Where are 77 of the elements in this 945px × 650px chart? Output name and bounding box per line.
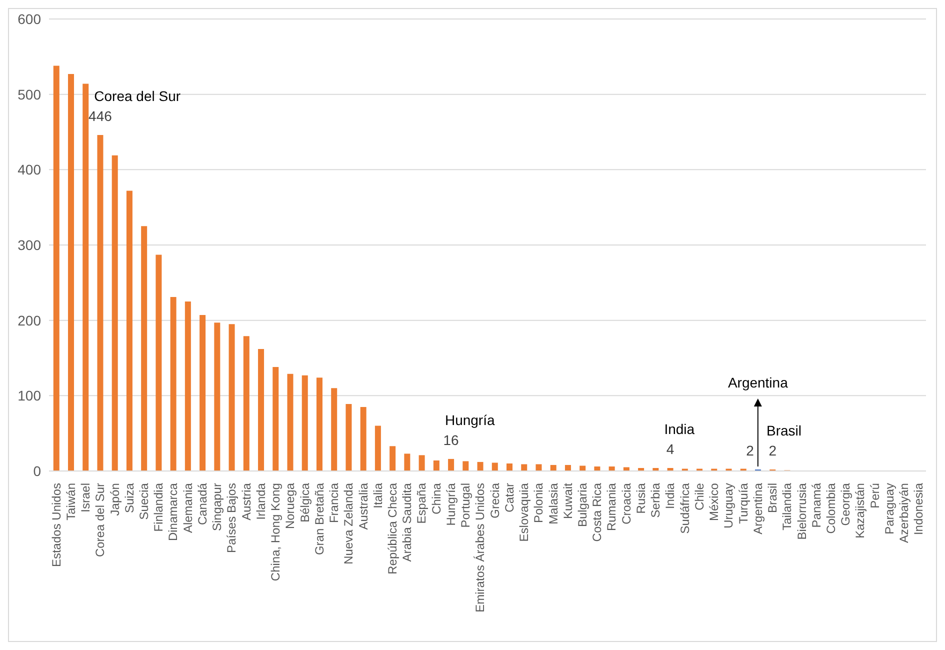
x-tick-label: Taiwán [64, 483, 78, 520]
x-tick-label: Grecia [488, 482, 502, 518]
x-tick-label: Corea del Sur [93, 483, 108, 558]
x-tick-label: Japón [108, 483, 122, 516]
x-tick-label: Eslovaquia [517, 482, 532, 542]
x-tick-label: Alemania [180, 482, 195, 534]
annotation: Brasil [766, 422, 802, 438]
x-tick-label: Bielorrusia [794, 482, 809, 540]
x-tick-label: Azerbaiyán [897, 483, 912, 544]
x-tick-label: Indonesia [912, 482, 926, 536]
x-tick-label: Noruega [283, 482, 298, 530]
data-label: 4 [666, 440, 674, 457]
annotation: Hungría [444, 412, 495, 428]
x-tick-label: Arabia Saudita [400, 482, 414, 562]
x-tick-label: Paraguay [882, 483, 896, 534]
data-label: 2 [746, 442, 754, 458]
x-tick-label: Bulgaria [576, 482, 590, 528]
x-tick-label: Portugal [458, 483, 473, 528]
annotation: Corea del Sur [94, 88, 181, 104]
annotation: Argentina [728, 374, 788, 390]
x-tick-label: Malasia [546, 482, 560, 524]
x-tick-label: Suecia [137, 482, 152, 520]
x-tick-label: Irlanda [254, 482, 268, 520]
x-tick-label: Austria [239, 482, 254, 520]
x-tick-label: Chile [692, 482, 706, 510]
x-tick-label: Rumania [604, 482, 619, 532]
x-tick-label: Dinamarca [166, 482, 180, 542]
x-tick-label: Polonia [532, 482, 546, 524]
x-tick-label: Italia [370, 482, 385, 508]
x-tick-label: Argentina [750, 482, 765, 534]
y-tick-label: 200 [18, 312, 42, 328]
data-label: 2 [768, 442, 777, 458]
x-tick-label: Gran Bretaña [312, 482, 326, 556]
x-tick-label: Hungría [444, 482, 458, 526]
x-tick-label: Serbia [648, 482, 663, 518]
x-tick-label: Nueva Zelanda [342, 482, 356, 564]
x-tick-label: Canadá [195, 482, 210, 526]
x-tick-label: China [429, 482, 444, 514]
x-tick-label: Finlandia [152, 482, 166, 532]
x-tick-label: Israel [78, 483, 93, 512]
y-tick-label: 0 [33, 462, 42, 479]
x-tick-label: Colombia [824, 482, 838, 534]
x-tick-label: Turquía [736, 482, 750, 524]
y-tick-label: 300 [18, 236, 42, 253]
y-tick-label: 400 [18, 162, 42, 178]
x-tick-label: Rusia [634, 482, 648, 514]
x-tick-label: Sudáfrica [678, 482, 692, 534]
x-tick-label: Croacia [619, 482, 634, 524]
x-tick-label: Kazajistán [853, 483, 868, 538]
x-tick-label: India [663, 482, 678, 510]
x-tick-label: Costa Rica [590, 482, 604, 542]
x-tick-label: Catar [502, 482, 516, 512]
y-tick-label: 500 [18, 86, 42, 102]
x-tick-label: Brasil [766, 483, 780, 514]
x-tick-label: Tailandia [780, 482, 794, 530]
x-tick-label: China, Hong Kong [268, 483, 283, 582]
x-tick-label: Emiratos Árabes Unidos [473, 483, 488, 612]
x-tick-label: Francia [327, 482, 342, 524]
x-tick-label: Países Bajos [224, 483, 239, 554]
x-tick-label: Singapur [210, 483, 224, 532]
x-tick-label: Perú [868, 483, 882, 508]
x-tick-label: Georgia [838, 482, 853, 526]
x-tick-label: Panamá [809, 482, 824, 528]
x-tick-label: Estados Unidos [49, 483, 64, 568]
x-tick-label: Uruguay [722, 483, 736, 528]
x-tick-label: España [414, 482, 429, 524]
y-tick-label: 600 [18, 10, 42, 27]
annotation: India [664, 420, 695, 437]
y-tick-label: 100 [18, 388, 42, 404]
x-tick-label: Suiza [122, 482, 136, 514]
data-label: 16 [443, 432, 460, 448]
x-tick-label: Bélgica [298, 482, 312, 522]
x-tick-label: República Checa [385, 482, 400, 574]
data-label: 446 [88, 108, 112, 124]
x-tick-label: Kuwait [560, 482, 575, 520]
x-tick-label: México [707, 482, 722, 522]
x-tick-label: Australia [356, 482, 370, 530]
